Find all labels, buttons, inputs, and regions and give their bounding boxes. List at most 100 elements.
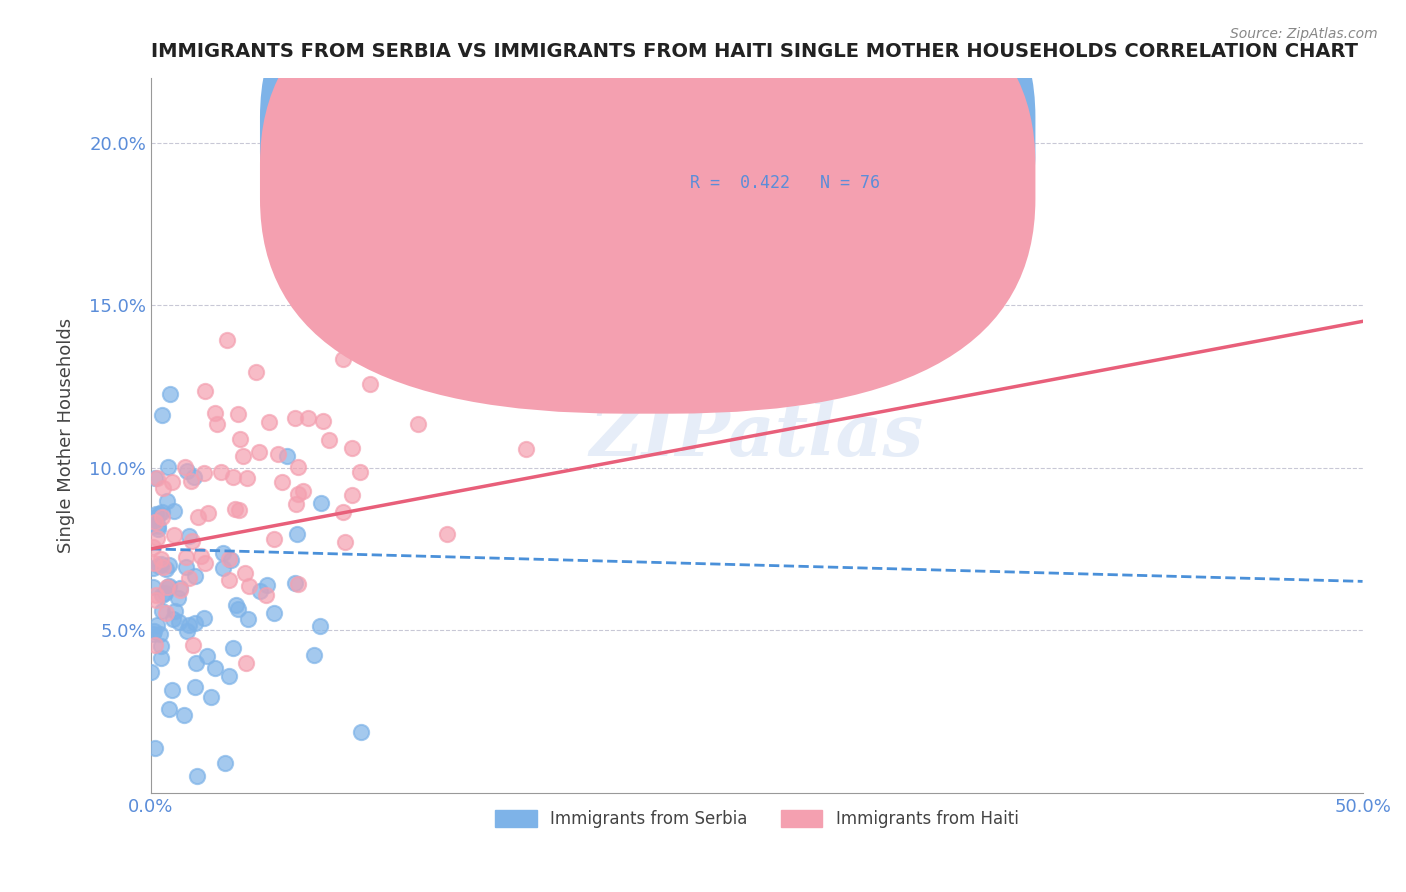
Point: [155, 586, 177, 600]
Point: [304, 648, 326, 663]
Point: [142, 580, 165, 594]
Point: [193, 610, 215, 624]
Point: [384, 316, 406, 330]
Point: [145, 639, 167, 653]
Point: [270, 475, 292, 489]
Point: [226, 601, 249, 615]
Point: [276, 449, 298, 463]
Point: [342, 442, 364, 456]
Point: [359, 377, 381, 392]
Point: [150, 588, 173, 602]
Point: [156, 581, 179, 595]
Point: [267, 447, 290, 461]
Point: [180, 474, 202, 488]
Point: [150, 510, 173, 524]
Point: [238, 612, 260, 626]
Point: [141, 519, 163, 533]
Point: [219, 553, 242, 567]
Point: [225, 599, 247, 613]
Point: [184, 569, 207, 583]
Point: [333, 534, 356, 549]
Point: [157, 558, 180, 572]
Point: [332, 504, 354, 518]
Point: [205, 417, 228, 431]
Point: [194, 556, 217, 570]
Point: [177, 528, 200, 542]
Point: [184, 681, 207, 695]
Point: [145, 531, 167, 545]
Point: [149, 557, 172, 571]
Point: [169, 581, 191, 595]
Point: [163, 603, 186, 617]
Point: [145, 592, 167, 607]
Point: [145, 741, 167, 756]
Point: [150, 604, 173, 618]
Point: [211, 546, 233, 560]
Point: [222, 641, 245, 656]
Point: [152, 560, 174, 574]
Point: [302, 299, 325, 313]
Point: [204, 406, 226, 420]
Point: [226, 408, 249, 422]
Point: [287, 577, 309, 591]
Point: [142, 624, 165, 639]
Point: [162, 612, 184, 626]
Point: [150, 409, 173, 423]
Point: [148, 507, 170, 521]
Point: [157, 579, 180, 593]
Point: [212, 561, 235, 575]
Point: [312, 414, 335, 428]
Point: [186, 769, 208, 783]
Point: [146, 471, 169, 485]
Point: [249, 584, 271, 599]
Legend: Immigrants from Serbia, Immigrants from Haiti: Immigrants from Serbia, Immigrants from …: [488, 803, 1025, 834]
FancyBboxPatch shape: [260, 0, 1035, 368]
Point: [152, 505, 174, 519]
Point: [157, 702, 180, 716]
Point: [142, 540, 165, 554]
Point: [148, 519, 170, 533]
Point: [245, 365, 267, 379]
Point: [350, 725, 373, 739]
Text: R = -0.093   N = 74: R = -0.093 N = 74: [690, 128, 880, 145]
Point: [143, 556, 166, 570]
Y-axis label: Single Mother Households: Single Mother Households: [58, 318, 75, 553]
Point: [176, 624, 198, 638]
Point: [162, 682, 184, 697]
Text: Source: ZipAtlas.com: Source: ZipAtlas.com: [1230, 27, 1378, 41]
Text: IMMIGRANTS FROM SERBIA VS IMMIGRANTS FROM HAITI SINGLE MOTHER HOUSEHOLDS CORRELA: IMMIGRANTS FROM SERBIA VS IMMIGRANTS FRO…: [150, 42, 1358, 61]
Point: [141, 665, 163, 680]
Point: [176, 464, 198, 478]
Point: [228, 503, 250, 517]
Point: [183, 470, 205, 484]
Point: [284, 410, 307, 425]
Point: [256, 578, 278, 592]
Point: [591, 293, 613, 308]
Point: [159, 387, 181, 401]
Point: [167, 615, 190, 629]
Point: [349, 465, 371, 479]
Point: [167, 591, 190, 606]
Point: [190, 549, 212, 564]
Point: [179, 617, 201, 632]
Text: ZIPatlas: ZIPatlas: [589, 400, 924, 471]
Point: [148, 522, 170, 536]
Point: [254, 588, 277, 602]
Text: R =  0.422   N = 76: R = 0.422 N = 76: [690, 174, 880, 192]
Point: [187, 509, 209, 524]
Point: [200, 690, 222, 704]
Point: [318, 433, 340, 447]
Point: [143, 516, 166, 530]
Point: [284, 576, 307, 591]
Point: [436, 527, 458, 541]
Point: [180, 534, 202, 549]
Point: [169, 583, 191, 598]
Point: [163, 528, 186, 542]
Point: [538, 277, 561, 291]
Point: [156, 580, 179, 594]
Point: [145, 507, 167, 521]
Point: [374, 358, 396, 372]
Point: [152, 481, 174, 495]
Point: [155, 606, 177, 620]
Point: [263, 532, 285, 546]
